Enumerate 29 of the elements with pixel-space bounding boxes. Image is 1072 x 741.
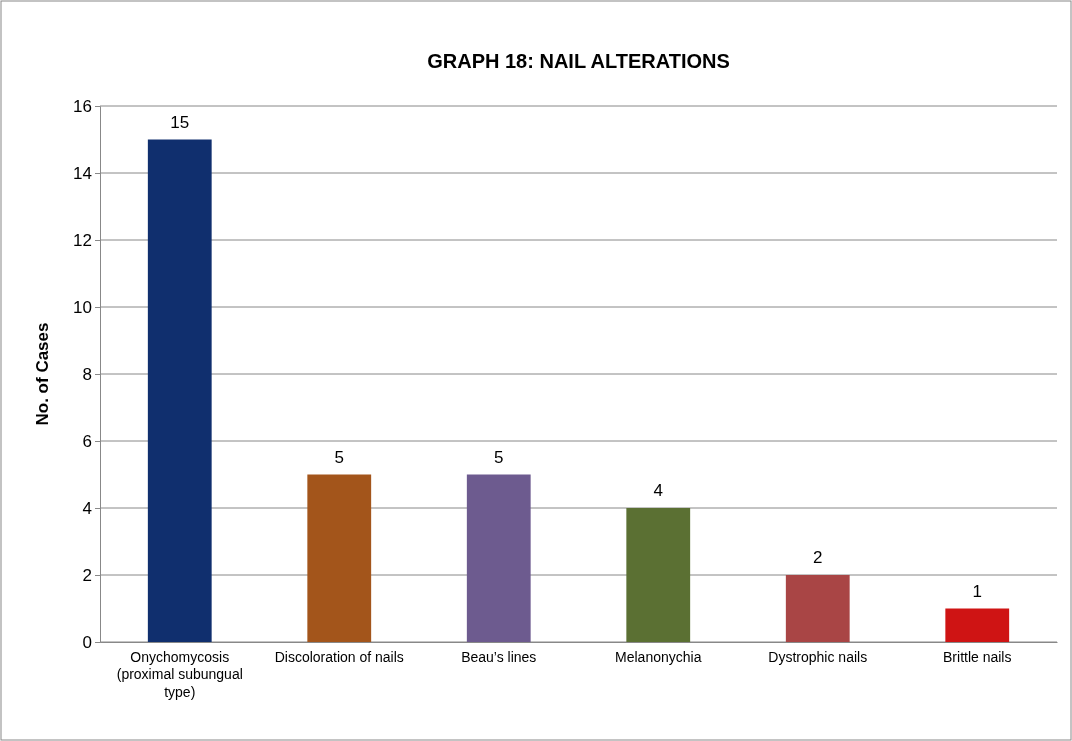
data-label: 5	[494, 447, 504, 467]
x-tick-label: Discoloration of nails	[274, 648, 404, 665]
x-tick-label: Melanonychia	[615, 648, 702, 665]
bar	[945, 608, 1010, 642]
data-label: 4	[653, 481, 663, 500]
y-tick-label: 10	[73, 297, 92, 317]
y-axis-title: No. of Cases	[33, 322, 52, 426]
y-tick-label: 6	[82, 431, 92, 451]
bar	[147, 139, 212, 642]
y-tick-label: 8	[82, 364, 92, 384]
bar	[466, 474, 531, 642]
x-tick-label: Dystrophic nails	[768, 648, 868, 665]
y-tick-label: 14	[73, 163, 92, 183]
x-tick-label: Beau’s lines	[461, 648, 537, 665]
data-label: 5	[334, 447, 344, 467]
data-label: 15	[170, 112, 190, 132]
y-tick-label: 12	[73, 230, 92, 250]
y-tick-label: 4	[82, 498, 92, 518]
bar	[307, 474, 372, 642]
x-tick-label: Onychomycosis (proximal subungual type)	[116, 648, 243, 700]
bar	[626, 508, 691, 642]
x-tick-label: Brittle nails	[943, 648, 1012, 665]
y-tick-label: 0	[82, 632, 92, 652]
chart-title: GRAPH 18: NAIL ALTERATIONS	[427, 50, 730, 72]
y-tick-label: 2	[82, 565, 92, 585]
data-label: 1	[972, 581, 982, 601]
y-tick-label: 16	[73, 96, 92, 116]
bar	[785, 575, 850, 642]
data-label: 2	[813, 548, 823, 567]
